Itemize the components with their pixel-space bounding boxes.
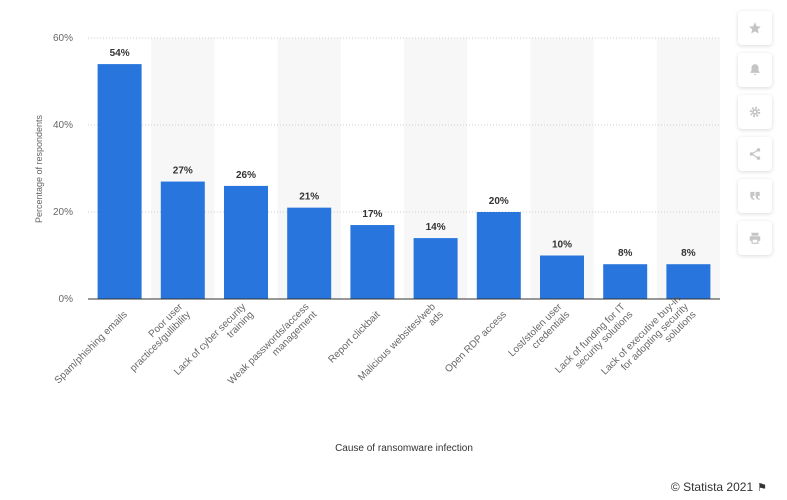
cite-button[interactable] bbox=[738, 179, 772, 213]
statista-credit: © Statista 2021 ⚑ bbox=[671, 480, 767, 494]
credit-text[interactable]: © Statista 2021 bbox=[670, 480, 754, 494]
print-icon bbox=[749, 232, 761, 244]
print-button[interactable] bbox=[738, 221, 772, 255]
alternating-bands bbox=[151, 38, 720, 299]
data-label: 26% bbox=[236, 170, 256, 181]
data-label: 20% bbox=[489, 196, 509, 207]
bars bbox=[97, 64, 711, 300]
bar[interactable] bbox=[287, 207, 332, 299]
bar[interactable] bbox=[97, 64, 142, 299]
data-label: 21% bbox=[299, 192, 319, 203]
favorite-button[interactable] bbox=[738, 11, 772, 45]
chart-toolbar bbox=[738, 11, 772, 263]
gear-icon bbox=[749, 106, 761, 118]
data-label: 27% bbox=[173, 166, 193, 177]
x-tick-label-line: Open RDP access bbox=[443, 309, 509, 375]
data-label: 14% bbox=[426, 222, 446, 233]
y-tick-label: 40% bbox=[53, 120, 73, 131]
bar[interactable] bbox=[413, 238, 458, 299]
star-icon bbox=[749, 22, 761, 34]
data-label: 17% bbox=[362, 209, 382, 220]
bar[interactable] bbox=[350, 225, 395, 299]
data-labels: 54% 27% 26% 21% 17% 14% 20% 10% 8% 8% bbox=[110, 48, 696, 259]
data-label: 10% bbox=[552, 240, 572, 251]
x-tick-label-line: Malicious websites/web bbox=[356, 301, 438, 383]
notification-button[interactable] bbox=[738, 53, 772, 87]
share-button[interactable] bbox=[738, 137, 772, 171]
bar[interactable] bbox=[540, 255, 584, 300]
flag-icon: ⚑ bbox=[757, 481, 767, 494]
bar[interactable] bbox=[603, 264, 648, 299]
y-tick-label: 60% bbox=[53, 33, 73, 44]
x-tick-label: Spam/phishing emails bbox=[53, 309, 130, 386]
bar[interactable] bbox=[160, 181, 205, 299]
band bbox=[656, 38, 720, 299]
x-tick-label-line: Spam/phishing emails bbox=[53, 309, 130, 386]
y-tick-labels: 0% 20% 40% 60% bbox=[53, 33, 73, 305]
x-tick-label: Open RDP access bbox=[443, 309, 509, 375]
x-tick-labels: Spam/phishing emails Poor userpractices/g… bbox=[53, 294, 699, 387]
quote-icon bbox=[750, 191, 760, 201]
y-axis-label: Percentage of respondents bbox=[34, 114, 44, 223]
data-label: 54% bbox=[110, 48, 130, 59]
share-icon bbox=[749, 148, 761, 160]
data-label: 8% bbox=[681, 248, 696, 259]
data-label: 8% bbox=[618, 248, 633, 259]
bell-icon bbox=[750, 64, 760, 76]
bar[interactable] bbox=[666, 264, 711, 299]
y-tick-label: 20% bbox=[53, 207, 73, 218]
bar[interactable] bbox=[224, 185, 268, 299]
y-tick-label: 0% bbox=[59, 294, 74, 305]
x-axis-label: Cause of ransomware infection bbox=[335, 443, 473, 454]
settings-button[interactable] bbox=[738, 95, 772, 129]
bar[interactable] bbox=[476, 212, 521, 299]
